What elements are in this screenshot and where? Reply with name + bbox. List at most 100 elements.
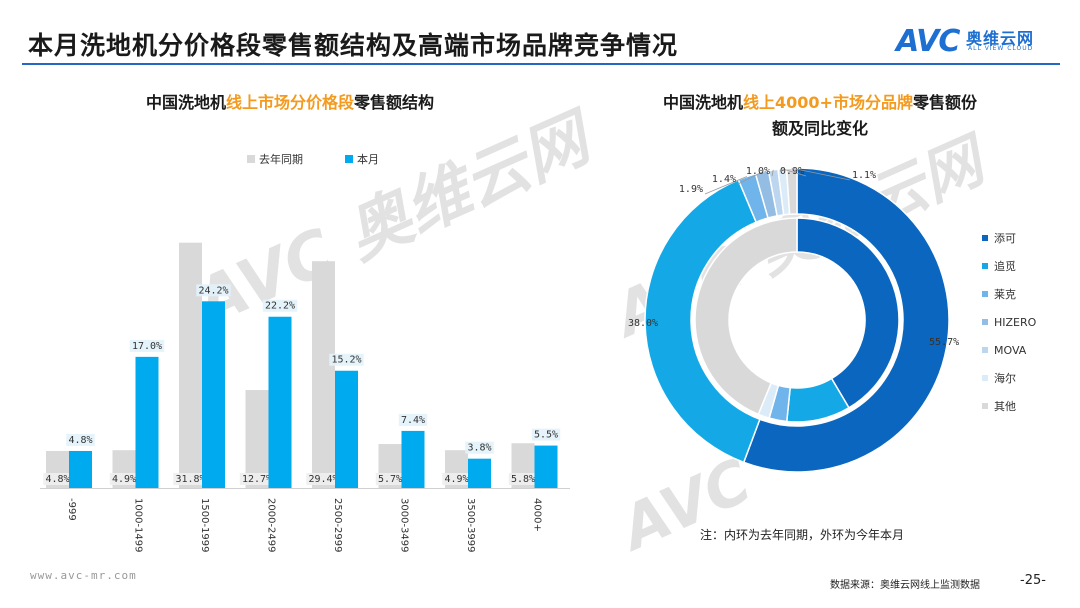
value-label-last-year-3: 12.7% [242, 474, 272, 485]
legend-label-1: 本月 [357, 152, 379, 166]
bar-this-month-6 [468, 458, 491, 488]
bar-legend: 去年同期 本月 [247, 152, 379, 166]
value-label-bg-0-3 [239, 473, 275, 485]
value-label-last-year-2: 31.8% [175, 474, 205, 485]
value-label-last-year-6: 4.9% [444, 474, 468, 485]
value-label-this-month-0: 4.8% [68, 435, 92, 446]
right-chart-title: 中国洗地机线上4000+市场分品牌零售额份 额及同比变化 [600, 90, 1040, 142]
bar-this-month-0 [69, 450, 92, 488]
left-title-part2: 零售额结构 [354, 93, 435, 112]
inner-ring-slice-6 [694, 217, 798, 416]
donut-legend-swatch-1 [982, 263, 988, 269]
outer-label-3: 1.4% [712, 174, 736, 185]
value-label-bg-0-7 [508, 473, 538, 485]
inner-ring-slice-0 [796, 217, 900, 409]
value-label-this-month-4: 15.2% [331, 355, 361, 366]
footer-url: www.avc-mr.com [30, 569, 137, 582]
value-label-bg-0-5 [375, 473, 405, 485]
x-tick-1: 1000-1499 [133, 498, 144, 553]
outer-ring-slice-0 [742, 167, 950, 473]
value-label-bg-1-6 [465, 441, 494, 454]
data-source: 数据来源：奥维云网线上监测数据 [830, 580, 980, 591]
donut-legend-label-0: 添可 [994, 231, 1016, 245]
x-tick-7: 4000+ [532, 498, 543, 532]
right-title-part1: 中国洗地机 [663, 93, 744, 112]
donut-legend-swatch-4 [982, 347, 988, 353]
bar-this-month-5 [401, 430, 425, 488]
bar-last-year-3 [245, 390, 269, 488]
legend-label-0: 去年同期 [259, 152, 303, 166]
leader-line-4 [771, 169, 774, 177]
right-title-part2: 零售额份 [912, 93, 977, 112]
value-label-last-year-5: 5.7% [378, 474, 402, 485]
leader-line-3 [737, 171, 763, 185]
outer-label-5: 0.9% [780, 166, 804, 177]
value-label-bg-0-1 [109, 473, 139, 485]
bar-this-month-1 [135, 356, 159, 488]
logo-en-text: ALL VIEW CLOUD [968, 45, 1034, 52]
donut-legend-label-6: 其他 [994, 400, 1016, 413]
bar-this-month-2 [202, 301, 225, 488]
value-label-this-month-3: 22.2% [265, 301, 295, 312]
left-title-part1: 中国洗地机 [145, 93, 226, 112]
bar-this-month-7 [534, 445, 558, 488]
value-label-this-month-5: 7.4% [401, 415, 425, 426]
donut-legend-swatch-0 [982, 235, 988, 241]
bar-last-year-2 [179, 242, 202, 488]
outer-label-6: 1.1% [852, 170, 876, 181]
value-label-bg-1-4 [329, 353, 364, 366]
value-label-last-year-7: 5.8% [511, 474, 535, 485]
value-label-last-year-0: 4.8% [45, 474, 69, 485]
value-label-last-year-1: 4.9% [112, 474, 136, 485]
left-title-highlight: 线上市场分价格段 [225, 93, 354, 112]
right-title-highlight: 线上4000+市场分品牌 [743, 93, 913, 112]
value-label-bg-0-6 [442, 473, 471, 485]
value-label-bg-0-0 [43, 473, 72, 485]
value-label-this-month-2: 24.2% [198, 285, 228, 296]
value-label-bg-1-1 [129, 339, 165, 352]
donut-legend-swatch-3 [982, 319, 988, 325]
outer-label-4: 1.0% [746, 166, 770, 177]
x-tick-2: 1500-1999 [199, 498, 210, 553]
chart-note: 注：内环为去年同期，外环为今年本月 [700, 528, 905, 542]
bar-this-month-4 [335, 370, 358, 488]
value-label-bg-1-0 [66, 433, 95, 446]
legend-swatch-0 [247, 155, 255, 163]
value-label-this-month-6: 3.8% [467, 443, 491, 454]
value-label-last-year-4: 29.4% [308, 474, 338, 485]
x-tick-3: 2000-2499 [266, 498, 277, 553]
value-label-bg-0-2 [173, 473, 208, 485]
donut-legend-label-5: 海尔 [994, 371, 1016, 385]
right-title-line2: 额及同比变化 [771, 119, 868, 138]
donut-legend-swatch-6 [982, 403, 988, 409]
logo-mark: AVC [896, 24, 960, 59]
x-tick-0: -999 [66, 498, 77, 521]
x-tick-4: 2500-2999 [332, 498, 343, 553]
donut-legend-swatch-5 [982, 375, 988, 381]
value-label-bg-0-4 [306, 473, 341, 485]
leader-line-5 [782, 168, 807, 177]
donut-legend-label-1: 追觅 [994, 259, 1016, 273]
value-label-this-month-1: 17.0% [132, 341, 162, 352]
leader-line-6 [791, 167, 851, 181]
outer-ring-slice-6 [785, 167, 798, 216]
x-tick-5: 3000-3499 [399, 498, 410, 553]
donut-legend-label-2: 莱克 [994, 288, 1016, 301]
value-label-bg-1-2 [196, 284, 231, 297]
logo-cn-text: 奥维云网 [966, 29, 1035, 48]
outer-label-1: 38.0% [628, 318, 658, 329]
value-label-this-month-7: 5.5% [534, 430, 558, 441]
title-divider [22, 63, 1060, 65]
page-title: 本月洗地机分价格段零售额结构及高端市场品牌竞争情况 [28, 31, 679, 60]
outer-label-2: 1.9% [679, 184, 703, 195]
donut-legend-swatch-2 [982, 291, 988, 297]
value-label-bg-1-3 [262, 299, 298, 312]
left-chart-title: 中国洗地机线上市场分价格段零售额结构 [40, 90, 540, 116]
leader-line-2 [704, 176, 748, 195]
price-segment-bar-chart: 去年同期 本月 4.8% 4.8% -999 4.9% 17.0% 1000-1499 31.8… [40, 152, 570, 553]
x-tick-6: 3500-3999 [465, 498, 476, 553]
value-label-bg-1-5 [398, 413, 428, 426]
outer-label-0: 55.7% [929, 337, 959, 348]
